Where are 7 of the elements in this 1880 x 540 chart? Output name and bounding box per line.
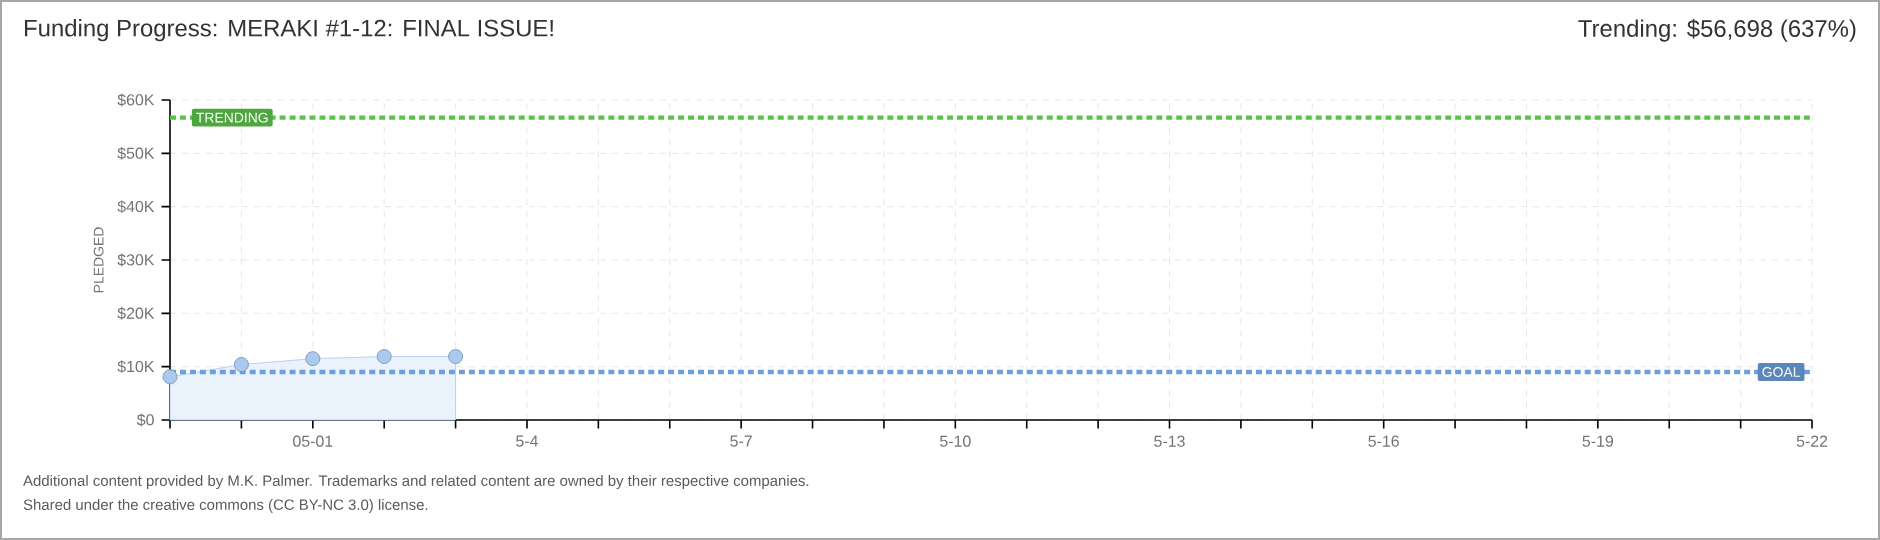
chart-title: Funding Progress: MERAKI #1-12: FINAL ISSUE! (25, 19, 553, 42)
point (376, 349, 392, 364)
chart-subtitle: Trending: $56,698 (637%) (1578, 19, 1856, 42)
point (162, 369, 178, 385)
point (234, 357, 249, 372)
point (448, 349, 463, 364)
point (305, 351, 321, 367)
